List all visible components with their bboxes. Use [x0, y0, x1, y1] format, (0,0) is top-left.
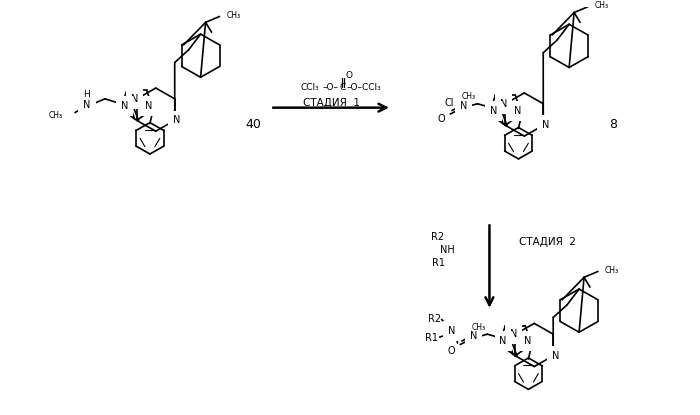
Text: O: O — [438, 115, 445, 124]
Text: –O–: –O– — [322, 83, 338, 92]
Text: N: N — [489, 106, 497, 116]
Text: N: N — [542, 120, 549, 130]
Text: O: O — [118, 96, 126, 106]
Text: 40: 40 — [246, 118, 261, 131]
Text: O: O — [448, 346, 456, 356]
Text: N: N — [510, 329, 517, 339]
Text: H: H — [83, 90, 90, 100]
Text: R1: R1 — [425, 333, 438, 343]
Text: N: N — [145, 101, 153, 111]
Text: O: O — [346, 71, 353, 80]
Text: CH₃: CH₃ — [471, 323, 486, 332]
Text: C: C — [339, 83, 345, 92]
Text: R2: R2 — [428, 315, 442, 325]
Text: R2: R2 — [431, 232, 444, 242]
Text: CCl₃: CCl₃ — [300, 83, 319, 92]
Text: CH₃: CH₃ — [595, 1, 609, 10]
Text: CH₃: CH₃ — [461, 93, 475, 101]
Text: NH: NH — [440, 245, 454, 255]
Text: N: N — [552, 351, 559, 361]
Text: СТАДИЯ  1: СТАДИЯ 1 — [302, 98, 360, 108]
Text: 8: 8 — [609, 118, 617, 131]
Text: N: N — [448, 326, 455, 336]
Text: Cl: Cl — [444, 98, 454, 108]
Text: N: N — [524, 336, 531, 346]
Text: O: O — [496, 331, 504, 341]
Text: N: N — [131, 94, 139, 104]
Text: N: N — [121, 101, 128, 111]
Text: R1: R1 — [432, 258, 444, 268]
Text: N: N — [173, 115, 181, 125]
Text: СТАДИЯ  2: СТАДИЯ 2 — [519, 237, 576, 247]
Text: CH₃: CH₃ — [49, 111, 63, 120]
Text: –O–CCl₃: –O–CCl₃ — [347, 83, 382, 92]
Text: N: N — [500, 99, 507, 109]
Text: O: O — [486, 101, 494, 111]
Text: CH₃: CH₃ — [227, 11, 241, 20]
Text: CH₃: CH₃ — [605, 266, 619, 275]
Text: N: N — [83, 100, 91, 110]
Text: N: N — [470, 331, 477, 341]
Text: N: N — [500, 336, 507, 346]
Text: N: N — [460, 101, 467, 111]
Text: N: N — [514, 106, 521, 116]
